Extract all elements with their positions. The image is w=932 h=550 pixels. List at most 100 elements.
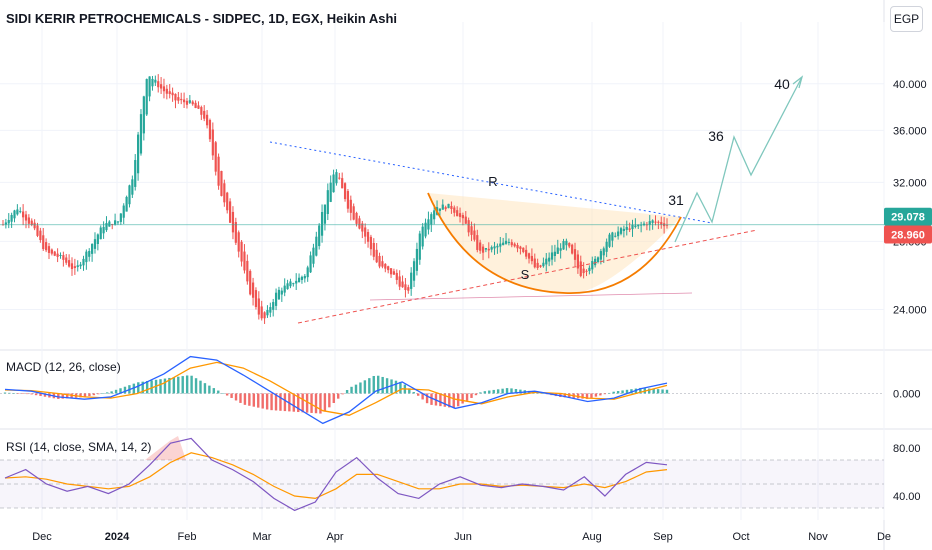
macd-histogram-bar [172, 377, 176, 394]
macd-histogram-bar [150, 380, 153, 394]
macd-histogram-bar [305, 393, 309, 413]
candle [464, 216, 467, 224]
rsi-label: RSI (14, close, SMA, 14, 2) [6, 440, 152, 454]
candle [42, 235, 45, 250]
candle [102, 226, 105, 234]
macd-histogram-bar [177, 376, 180, 394]
candle [433, 210, 436, 220]
candle [530, 255, 534, 262]
macd-histogram-bar [465, 393, 469, 401]
macd-histogram-bar [30, 393, 33, 395]
macd-histogram-bar [310, 393, 313, 413]
candle [565, 240, 568, 246]
macd-histogram-bar [243, 393, 247, 405]
macd-histogram-bar [230, 393, 233, 398]
candle [320, 212, 324, 236]
candle [461, 215, 465, 219]
macd-histogram-bar [408, 388, 411, 394]
macd-histogram-bar [608, 392, 611, 394]
macd-histogram-bar [292, 393, 295, 412]
candle [490, 247, 493, 250]
candle [651, 220, 654, 223]
macd-histogram-bar [488, 390, 491, 394]
candle [329, 182, 332, 202]
candle [59, 254, 62, 256]
candle [53, 251, 56, 256]
macd-histogram-bar [563, 393, 567, 398]
candle [559, 248, 562, 251]
candle [85, 251, 88, 263]
macd-histogram-bar [97, 393, 100, 395]
x-tick-label: Aug [582, 531, 602, 543]
macd-histogram-bar [603, 393, 606, 395]
macd-histogram-bar [519, 389, 522, 394]
candle [410, 272, 413, 289]
macd-histogram-bar [301, 393, 304, 413]
candle [522, 247, 525, 252]
cup-shading [428, 193, 681, 294]
candle [203, 110, 206, 119]
candle [608, 234, 611, 247]
macd-histogram-bar [372, 375, 375, 394]
candle [251, 282, 255, 298]
annotation-R: R [488, 174, 497, 189]
currency-selector[interactable]: EGP [890, 6, 923, 32]
candle [128, 185, 131, 205]
candle [228, 201, 232, 223]
candle [323, 204, 327, 224]
macd-histogram-bar [479, 392, 482, 394]
macd-histogram-bar [439, 393, 442, 407]
candle [272, 302, 275, 310]
candle [91, 243, 94, 254]
candle [372, 242, 375, 257]
candle [568, 243, 571, 247]
candle [30, 220, 33, 225]
macd-histogram-bar [350, 386, 353, 394]
macd-histogram-bar [514, 389, 518, 394]
candle [177, 97, 180, 101]
x-tick-label: Oct [732, 531, 749, 543]
candle [139, 114, 143, 154]
macd-histogram-bar [283, 393, 287, 412]
macd-histogram-bar [123, 386, 127, 394]
macd-histogram-bar [448, 393, 451, 408]
macd-histogram-bar [501, 388, 504, 394]
candle [237, 232, 240, 252]
candle [116, 221, 120, 223]
candle [349, 199, 352, 213]
macd-histogram-bar [452, 393, 455, 408]
candle [548, 257, 551, 262]
candle [496, 245, 499, 248]
candle [7, 220, 10, 224]
macd-histogram-bar [394, 380, 398, 394]
macd-histogram-bar [474, 393, 478, 396]
candle [358, 218, 361, 229]
candle [76, 265, 79, 268]
candle [602, 248, 605, 256]
macd-histogram-bar [656, 389, 660, 394]
macd-pane [0, 355, 884, 425]
candle [364, 227, 367, 237]
macd-histogram-bar [612, 391, 615, 394]
x-tick-label: Nov [808, 531, 828, 543]
macd-histogram-bar [585, 393, 589, 399]
macd-histogram-bar [21, 393, 24, 394]
rsi-line [4, 437, 668, 512]
candle [441, 204, 444, 210]
candle [274, 292, 278, 306]
chart-title: SIDI KERIR PETROCHEMICALS - SIDPEC, 1D, … [6, 11, 398, 26]
rsi-pane [0, 436, 884, 512]
candle [223, 183, 226, 203]
macd-histogram-bar [359, 382, 362, 394]
macd-histogram-bar [368, 378, 371, 394]
candle [318, 225, 321, 247]
y-tick-label: 36.000 [893, 125, 927, 137]
candle [594, 258, 597, 266]
candle [458, 213, 462, 217]
candle [401, 281, 404, 288]
candle [407, 287, 410, 291]
candle [185, 100, 189, 105]
macd-histogram-bar [461, 393, 464, 404]
candle [70, 263, 74, 270]
